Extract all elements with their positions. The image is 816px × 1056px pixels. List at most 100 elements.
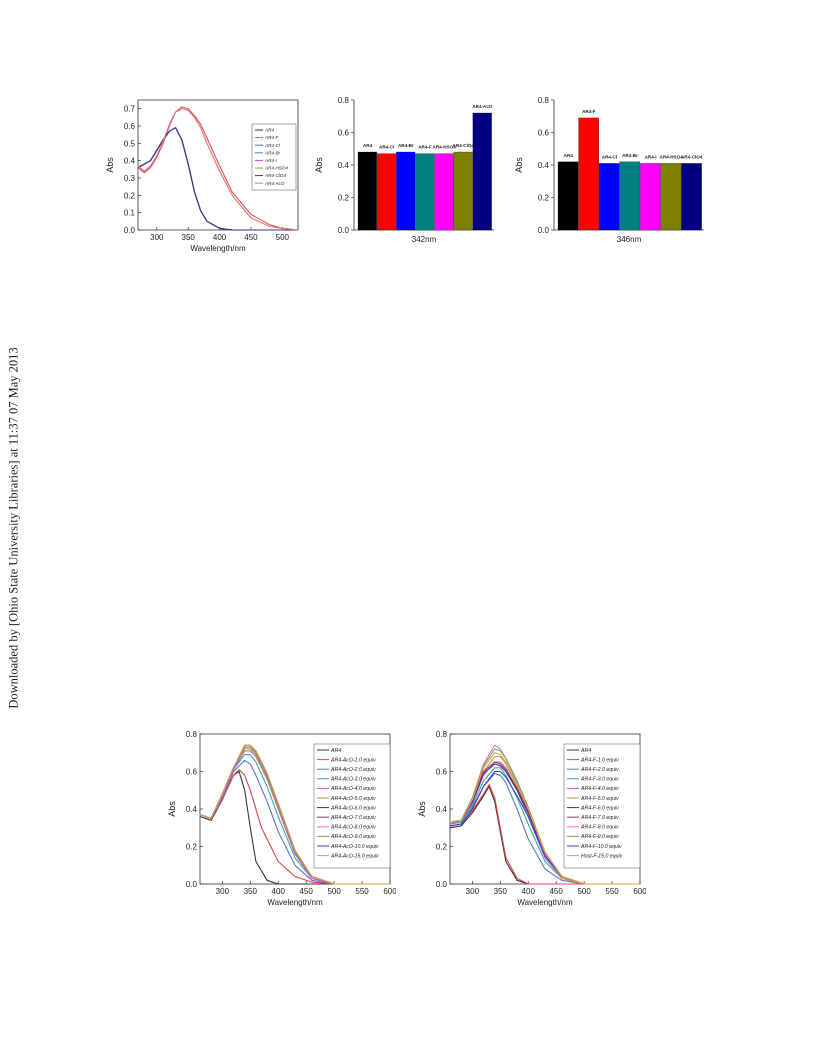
chart-uv-spectra-anions: 300 350 400 450 500 0.0 0.1 0.2 0.3 0.4 0.5 0.6 0.7 W… xyxy=(105,99,299,253)
bar-5 xyxy=(660,163,682,231)
x-tick-label: 550 xyxy=(605,887,619,896)
bar-label: AR4-Cl xyxy=(379,145,394,150)
x-tick-label: 300 xyxy=(150,233,164,242)
y-tick-label: 0.4 xyxy=(338,161,350,170)
bar-label: AR4 xyxy=(564,153,574,158)
bar-label: AR4-Br xyxy=(622,153,638,158)
bar-1 xyxy=(578,117,599,231)
legend-entry: AR4 xyxy=(264,128,274,133)
y-tick-label: 0.5 xyxy=(124,139,136,148)
download-watermark-text: Downloaded by [Ohio State University Lib… xyxy=(6,347,21,709)
legend: AR4 AR4-AcO-1.0 equiv AR4-AcO-2.0 equiv AR4… xyxy=(313,743,391,869)
y-tick-label: 0.8 xyxy=(538,96,550,105)
x-tick-label: 600 xyxy=(633,887,646,896)
series-line-7 xyxy=(137,108,299,231)
y-axis-label: Abs xyxy=(314,157,324,173)
y-axis-label: Abs xyxy=(417,801,427,817)
chart-1-plot: 0.0 0.2 0.4 0.6 0.8 342nm Abs AR4 AR4-Cl AR4-Br AR… xyxy=(314,96,494,244)
legend-entry: AR4-AcO-4.0 equiv xyxy=(330,786,376,792)
y-tick-label: 0.4 xyxy=(186,805,198,814)
bar-2 xyxy=(396,151,416,231)
x-axis-label: 346nm xyxy=(617,235,642,244)
x-tick-label: 450 xyxy=(244,233,258,242)
y-axis-label: Abs xyxy=(105,157,115,173)
y-tick-label: 0.0 xyxy=(186,880,198,889)
y-tick-label: 0.8 xyxy=(436,730,448,739)
legend-entry: AR4-F-5.0 equiv xyxy=(580,796,619,802)
legend: AR4 AR4-F-1.0 equiv AR4-F-2.0 equiv AR4-F-3… xyxy=(563,743,641,869)
x-tick-label: 350 xyxy=(494,887,508,896)
bar-0 xyxy=(357,151,377,231)
bar-label: AR4-ClO4 xyxy=(453,143,475,148)
series-line-2 xyxy=(199,759,390,885)
legend-box xyxy=(313,743,391,869)
y-tick-label: 0.0 xyxy=(338,226,350,235)
legend-entry: AR4-AcO-10.0 equiv xyxy=(330,844,379,850)
y-axis-label: Abs xyxy=(514,157,524,173)
bar-label: AR4-HSO4 xyxy=(433,145,457,150)
y-axis-label: Abs xyxy=(167,801,177,817)
chart-bar-346nm: 0.0 0.2 0.4 0.6 0.8 346nm Abs AR4 AR4-F AR4-Cl AR4… xyxy=(514,96,704,244)
legend-entry: AR4-AcO-7.0 equiv xyxy=(330,815,376,821)
legend-entry: AR4-F-4.0 equiv xyxy=(580,786,619,792)
legend-entry: AR4-AcO-6.0 equiv xyxy=(330,805,376,811)
legend-entry: AR4 xyxy=(330,748,341,754)
x-axis-label: Wavelength/nm xyxy=(517,898,573,907)
download-watermark: Downloaded by [Ohio State University Lib… xyxy=(4,0,24,1056)
legend-entry: AR4-F-7.0 equiv xyxy=(580,815,619,821)
x-tick-label: 400 xyxy=(272,887,286,896)
bar-label: AR4-F xyxy=(582,109,596,114)
bar-2 xyxy=(598,163,620,231)
bar-4 xyxy=(434,153,454,231)
legend-entry: AR4-F-2.0 equiv xyxy=(580,767,619,773)
y-tick-label: 0.7 xyxy=(124,105,136,114)
y-tick-label: 0.2 xyxy=(186,843,198,852)
series-line-11 xyxy=(199,744,390,885)
bar-label: AR4-Br xyxy=(398,143,414,148)
y-tick-label: 0.6 xyxy=(538,129,550,138)
y-tick-label: 0.0 xyxy=(538,226,550,235)
bar-0 xyxy=(557,161,579,231)
x-tick-label: 300 xyxy=(216,887,230,896)
y-tick-label: 0.0 xyxy=(124,226,136,235)
chart-0-plot: 300 350 400 450 500 0.0 0.1 0.2 0.3 0.4 0.5 0.6 0.7 W… xyxy=(105,99,299,253)
legend-box xyxy=(563,743,641,869)
bar-label: AR4-HSO4 xyxy=(660,154,684,159)
y-tick-label: 0.2 xyxy=(538,194,550,203)
bar-3 xyxy=(619,161,641,231)
bar-label: AR4-Cl xyxy=(602,154,617,159)
y-tick-label: 0.4 xyxy=(538,161,550,170)
plot-frame xyxy=(137,99,299,231)
chart-bar-342nm: 0.0 0.2 0.4 0.6 0.8 342nm Abs AR4 AR4-Cl AR4-Br AR… xyxy=(314,96,494,244)
x-tick-label: 400 xyxy=(213,233,227,242)
legend-entry: AR4-F-1.0 equiv xyxy=(580,757,619,763)
series-line-6 xyxy=(137,127,298,231)
bar-label: AR4-F xyxy=(418,145,432,150)
x-tick-label: 350 xyxy=(182,233,196,242)
bar-4 xyxy=(640,163,661,231)
legend-entry: AR4-AcO-2.0 equiv xyxy=(330,767,376,773)
legend-entry: Host-F-15.0 equiv xyxy=(581,853,623,859)
y-tick-label: 0.8 xyxy=(186,730,198,739)
y-tick-label: 0.1 xyxy=(124,209,136,218)
legend-entry: AR4-ClO4 xyxy=(264,173,286,178)
bar-6 xyxy=(681,163,702,231)
x-tick-label: 400 xyxy=(522,887,536,896)
x-tick-label: 500 xyxy=(327,887,341,896)
legend-entry: AR4-AcO-5.0 equiv xyxy=(330,796,376,802)
legend-entry: AR4-AcO-9.0 equiv xyxy=(330,834,376,840)
series-line-1 xyxy=(199,769,390,885)
legend-entry: AR4-AcO-15.0 equiv xyxy=(330,853,379,859)
legend-entry: AR4-F-9.0 equiv xyxy=(580,834,619,840)
bar-1 xyxy=(376,153,396,231)
y-tick-label: 0.6 xyxy=(124,122,136,131)
bar-label: AR4-I xyxy=(645,154,657,159)
chart-4-plot: 300 350 400 450 500 550 600 0.0 0.2 0.4 0.6 0.8 Wave… xyxy=(417,730,646,907)
series-line-11 xyxy=(449,752,640,885)
legend-entry: AR4-F xyxy=(264,135,279,140)
y-tick-label: 0.2 xyxy=(436,843,448,852)
legend-entry: AR4-F-3.0 equiv xyxy=(580,777,619,783)
y-tick-label: 0.6 xyxy=(186,768,198,777)
x-axis-label: 342nm xyxy=(412,235,437,244)
legend-entry: AR4-F-8.0 equiv xyxy=(580,825,619,831)
